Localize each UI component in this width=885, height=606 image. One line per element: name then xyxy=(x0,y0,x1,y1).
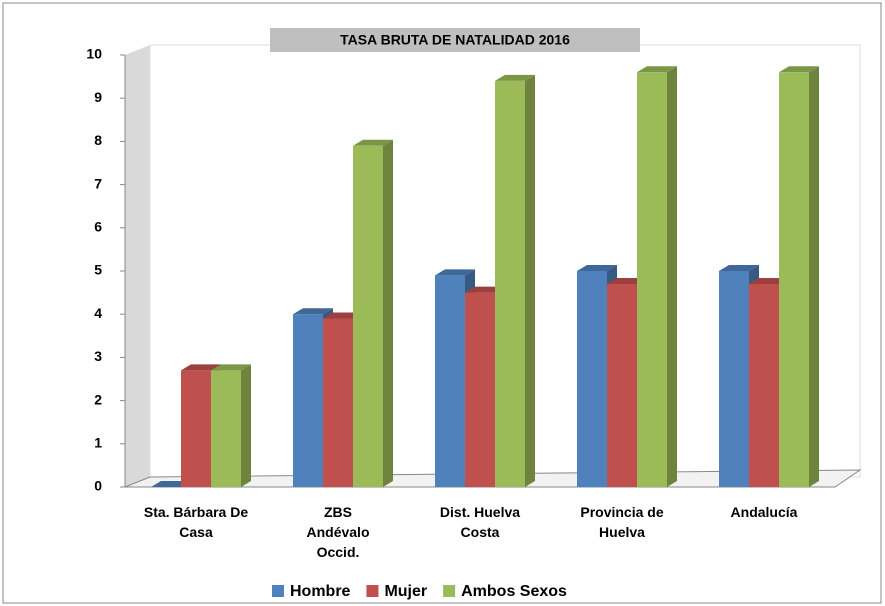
bar xyxy=(749,283,779,487)
bar-top xyxy=(435,269,475,276)
y-tick-label: 9 xyxy=(94,89,102,105)
y-tick-label: 0 xyxy=(94,478,102,494)
legend-label: Ambos Sexos xyxy=(461,583,567,600)
bar xyxy=(495,80,525,488)
x-tick-label: ZBS Andévalo Occid. xyxy=(306,504,370,560)
legend-swatch xyxy=(443,585,456,597)
y-tick-label: 5 xyxy=(94,262,102,278)
y-tick-label: 7 xyxy=(94,175,102,191)
x-tick-label: Provincia de Huelva xyxy=(580,504,664,540)
legend-label: Hombre xyxy=(290,583,351,600)
bar xyxy=(435,275,465,487)
bar-side xyxy=(241,364,251,487)
bar xyxy=(353,145,383,487)
y-tick-label: 1 xyxy=(94,435,102,451)
y-tick-label: 6 xyxy=(94,219,102,235)
y-tick-label: 2 xyxy=(94,391,102,407)
bar xyxy=(637,72,667,487)
bar-top xyxy=(353,139,393,146)
bar xyxy=(779,72,809,487)
bar xyxy=(577,271,607,487)
y-tick-label: 10 xyxy=(86,46,102,62)
bar-side xyxy=(383,139,393,487)
bar-side xyxy=(525,74,535,488)
bar xyxy=(607,283,637,487)
bar-top xyxy=(181,364,221,371)
bar-top xyxy=(779,66,819,73)
bar-side xyxy=(667,66,677,487)
x-tick-label: Dist. Huelva Costa xyxy=(439,504,521,540)
y-tick-label: 3 xyxy=(94,348,102,364)
legend-label: Mujer xyxy=(384,583,427,600)
y-tick-label: 4 xyxy=(94,305,102,321)
x-tick-label: Andalucía xyxy=(730,504,798,520)
bar-top xyxy=(577,265,617,271)
bar xyxy=(719,271,749,487)
bar xyxy=(211,370,241,487)
bar xyxy=(323,318,353,487)
bar-side xyxy=(809,66,819,487)
side-wall xyxy=(125,45,150,487)
y-tick-label: 8 xyxy=(94,132,102,148)
chart-title: TASA BRUTA DE NATALIDAD 2016 xyxy=(340,32,570,48)
legend-swatch xyxy=(366,585,379,597)
bar xyxy=(465,292,495,487)
bar-top xyxy=(211,364,251,371)
bar-top xyxy=(719,265,759,271)
title-box xyxy=(270,28,640,52)
bar-top xyxy=(293,308,333,315)
x-tick-label: Sta. Bárbara De Casa xyxy=(143,504,249,540)
bar xyxy=(293,314,323,487)
bar-top xyxy=(637,66,677,73)
bar xyxy=(181,370,211,487)
bar-top xyxy=(495,74,535,81)
legend-swatch xyxy=(272,585,284,597)
